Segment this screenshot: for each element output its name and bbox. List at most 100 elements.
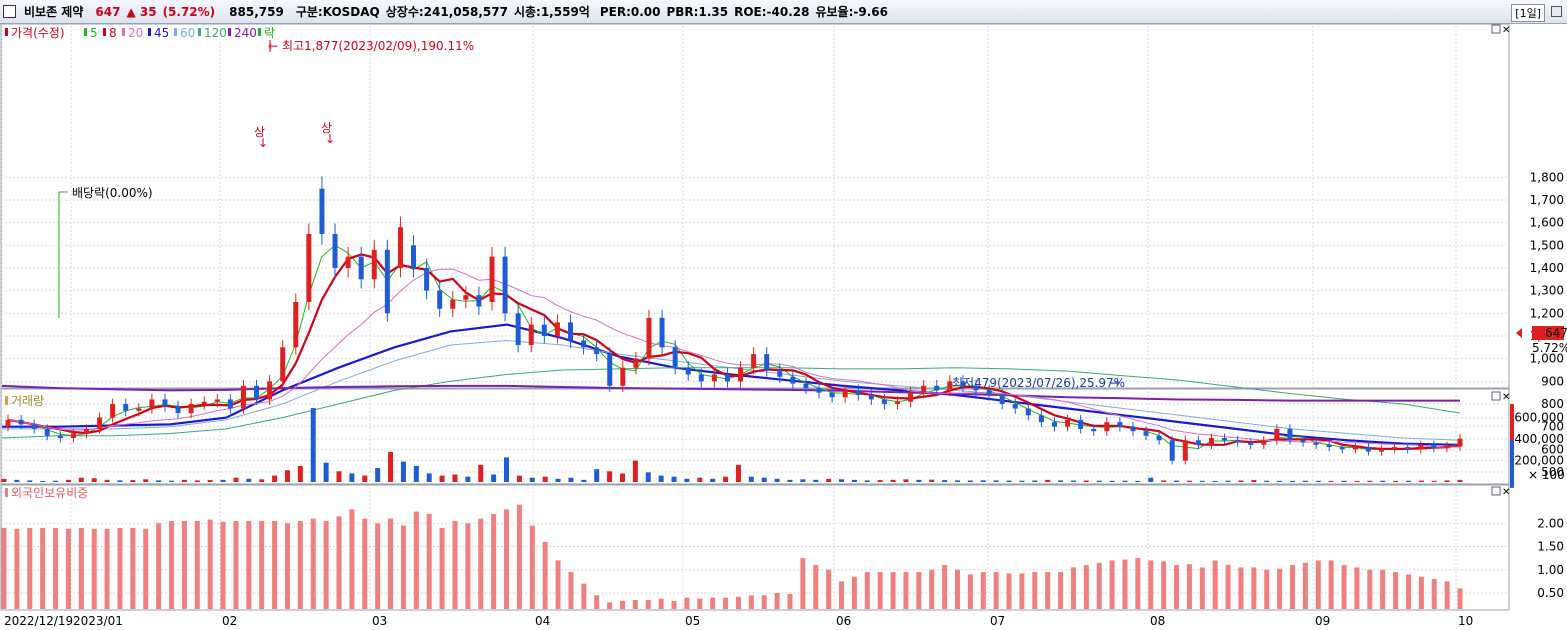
volume-bar bbox=[632, 460, 638, 482]
candle bbox=[1313, 442, 1319, 445]
maximize-icon[interactable] bbox=[1491, 391, 1501, 401]
volume-bar bbox=[207, 480, 213, 482]
volume-value: 885,759 bbox=[229, 4, 284, 19]
volume-bar bbox=[40, 480, 46, 482]
foreign-bar bbox=[1212, 560, 1218, 609]
candle bbox=[411, 245, 417, 268]
pane-controls[interactable]: ✕ ✕ ✕ bbox=[1491, 24, 1510, 498]
foreign-bar bbox=[207, 519, 213, 609]
volume-bar bbox=[400, 461, 406, 482]
volume-bar bbox=[826, 478, 832, 482]
reserve-ratio-field: 유보율:-9.66 bbox=[815, 5, 888, 19]
high-arrow-icon: ← bbox=[268, 39, 278, 53]
close-icon[interactable]: ✕ bbox=[1502, 25, 1510, 36]
candle bbox=[110, 403, 116, 418]
foreign-bar bbox=[491, 513, 497, 609]
candle bbox=[463, 295, 469, 300]
foreign-bar bbox=[942, 565, 948, 609]
settings-icon[interactable] bbox=[1551, 6, 1562, 17]
candle bbox=[1051, 422, 1057, 427]
volume-bar bbox=[723, 476, 729, 482]
volume-unit: × 100 bbox=[1528, 468, 1565, 482]
foreign-bar bbox=[1032, 572, 1038, 609]
legend-ma45: 45 bbox=[154, 26, 169, 40]
foreign-bar bbox=[400, 525, 406, 609]
candle bbox=[1025, 408, 1031, 416]
foreign-bar bbox=[903, 572, 909, 609]
y-tick-label: 1,800 bbox=[1530, 170, 1564, 184]
volume-bar bbox=[581, 479, 587, 482]
candle bbox=[1222, 437, 1228, 441]
foreign-bar bbox=[929, 569, 935, 609]
volume-bar bbox=[1264, 480, 1270, 482]
candle bbox=[345, 256, 351, 268]
period-selector[interactable]: [1일] bbox=[1511, 4, 1545, 22]
candle bbox=[934, 385, 940, 391]
volume-bar bbox=[787, 479, 793, 482]
foreign-bar bbox=[465, 523, 471, 609]
volume-bar bbox=[555, 478, 561, 482]
chart-pane-1 bbox=[0, 23, 1510, 389]
candle bbox=[1418, 444, 1424, 450]
candle bbox=[908, 392, 914, 402]
candle bbox=[1156, 435, 1162, 441]
foreign-bar bbox=[362, 518, 368, 609]
close-icon[interactable]: ✕ bbox=[1502, 487, 1510, 498]
candle bbox=[384, 249, 390, 314]
market-field: 구분:KOSDAQ bbox=[295, 5, 380, 19]
candle bbox=[633, 358, 639, 368]
volume-bar bbox=[1457, 479, 1463, 482]
candle bbox=[724, 374, 730, 382]
maximize-icon[interactable] bbox=[1491, 486, 1501, 496]
maximize-icon[interactable] bbox=[1491, 24, 1501, 34]
candle bbox=[620, 367, 626, 386]
foreign-bar bbox=[1251, 567, 1257, 609]
volume-bar bbox=[220, 479, 226, 482]
foreign-bar bbox=[1380, 569, 1386, 609]
foreign-bar bbox=[1444, 581, 1450, 609]
volume-bar bbox=[117, 480, 123, 482]
roe-field: ROE:-40.28 bbox=[734, 4, 810, 19]
foreign-bar bbox=[27, 527, 33, 609]
candle bbox=[57, 435, 63, 438]
volume-bar bbox=[684, 478, 690, 482]
volume-bar bbox=[658, 475, 664, 482]
foreign-bar bbox=[723, 597, 729, 609]
volume-bar bbox=[1212, 480, 1218, 482]
volume-bar bbox=[839, 479, 845, 482]
volume-bar bbox=[284, 470, 290, 482]
x-tick-label: 03 bbox=[372, 614, 387, 628]
volume-bar bbox=[542, 476, 548, 482]
down-arrow-icon: ↓ bbox=[325, 132, 335, 146]
volume-bar bbox=[310, 408, 316, 482]
foreign-bar bbox=[542, 541, 548, 609]
candle bbox=[136, 408, 142, 411]
volume-bar bbox=[903, 479, 909, 482]
foreign-bar bbox=[645, 599, 651, 609]
volume-bar bbox=[78, 477, 84, 482]
legend-swatch bbox=[174, 28, 177, 36]
foreign-bar bbox=[710, 597, 716, 609]
candle bbox=[881, 399, 887, 404]
volume-bar bbox=[1393, 480, 1399, 482]
candle bbox=[659, 317, 665, 348]
candle bbox=[1117, 422, 1123, 427]
foreign-bar bbox=[349, 509, 355, 609]
volume-bar bbox=[619, 473, 625, 482]
candle bbox=[528, 324, 534, 346]
y-tick-label: 1,000 bbox=[1530, 352, 1564, 366]
candle bbox=[175, 406, 181, 414]
foreign-bar bbox=[1302, 562, 1308, 609]
volume-bar bbox=[452, 474, 458, 482]
volume-bar bbox=[890, 479, 896, 482]
candle bbox=[1392, 447, 1398, 450]
select-checkbox[interactable] bbox=[3, 5, 16, 18]
candle bbox=[1078, 419, 1084, 429]
candle bbox=[567, 322, 573, 341]
candle bbox=[1431, 444, 1437, 449]
close-icon[interactable]: ✕ bbox=[1502, 392, 1510, 403]
volume-bar bbox=[1315, 480, 1321, 482]
foreign-bar bbox=[993, 572, 999, 609]
candle bbox=[1379, 449, 1385, 452]
volume-bar bbox=[1431, 480, 1437, 482]
